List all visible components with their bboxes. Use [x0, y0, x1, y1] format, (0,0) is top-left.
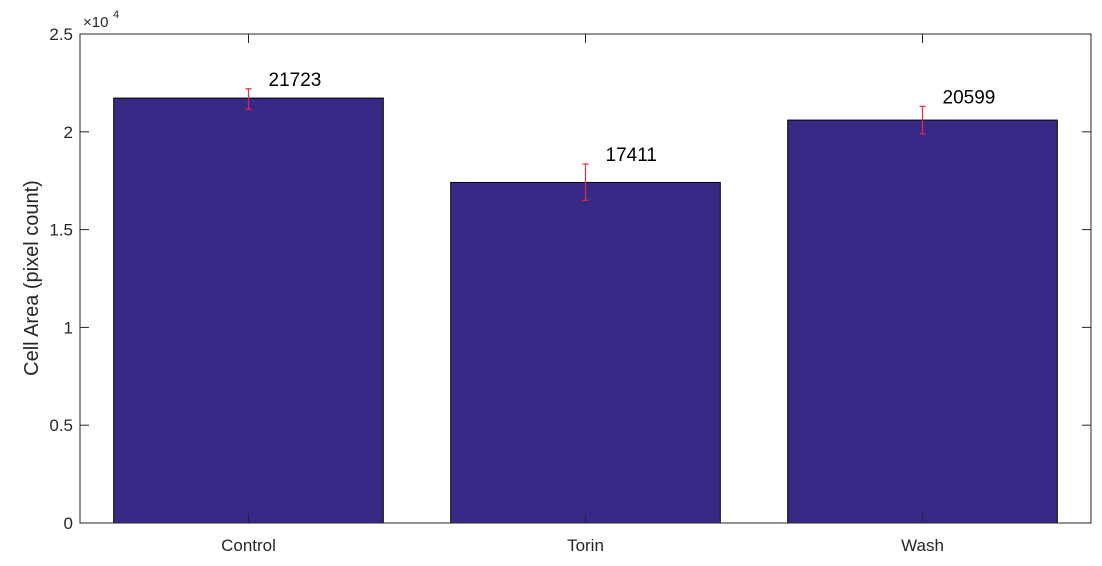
value-label-wash: 20599 — [943, 87, 996, 108]
bars-layer — [113, 97, 1058, 524]
y-tick-label: 1.5 — [49, 221, 73, 240]
y-axis-label: Cell Area (pixel count) — [21, 180, 43, 376]
y-tick-label: 2 — [64, 123, 73, 142]
x-axis-ticks: Control Torin Wash — [221, 34, 944, 555]
x-tick-label-control: Control — [221, 536, 276, 555]
x-tick-label-torin: Torin — [567, 536, 604, 555]
value-labels-layer: 21723 17411 20599 — [269, 70, 996, 166]
y-axis-ticks: 0 0.5 1 1.5 2 2.5 — [49, 25, 1091, 533]
value-label-control: 21723 — [269, 70, 322, 91]
error-bar-control — [245, 88, 252, 110]
error-bars-layer — [245, 88, 926, 201]
y-tick-label: 2.5 — [49, 25, 73, 44]
bar-control — [113, 97, 384, 524]
y-exponent: 4 — [113, 9, 119, 21]
bar-torin — [450, 181, 721, 524]
x-tick-label-wash: Wash — [901, 536, 944, 555]
y-exponent-prefix: ×10 — [83, 14, 108, 31]
y-tick-label: 1 — [64, 318, 73, 337]
error-bar-torin — [582, 163, 589, 201]
value-label-torin: 17411 — [606, 145, 657, 166]
error-bar-wash — [919, 105, 926, 135]
y-tick-label: 0.5 — [49, 416, 73, 435]
bar-wash — [787, 119, 1058, 524]
y-tick-label: 0 — [64, 514, 73, 533]
